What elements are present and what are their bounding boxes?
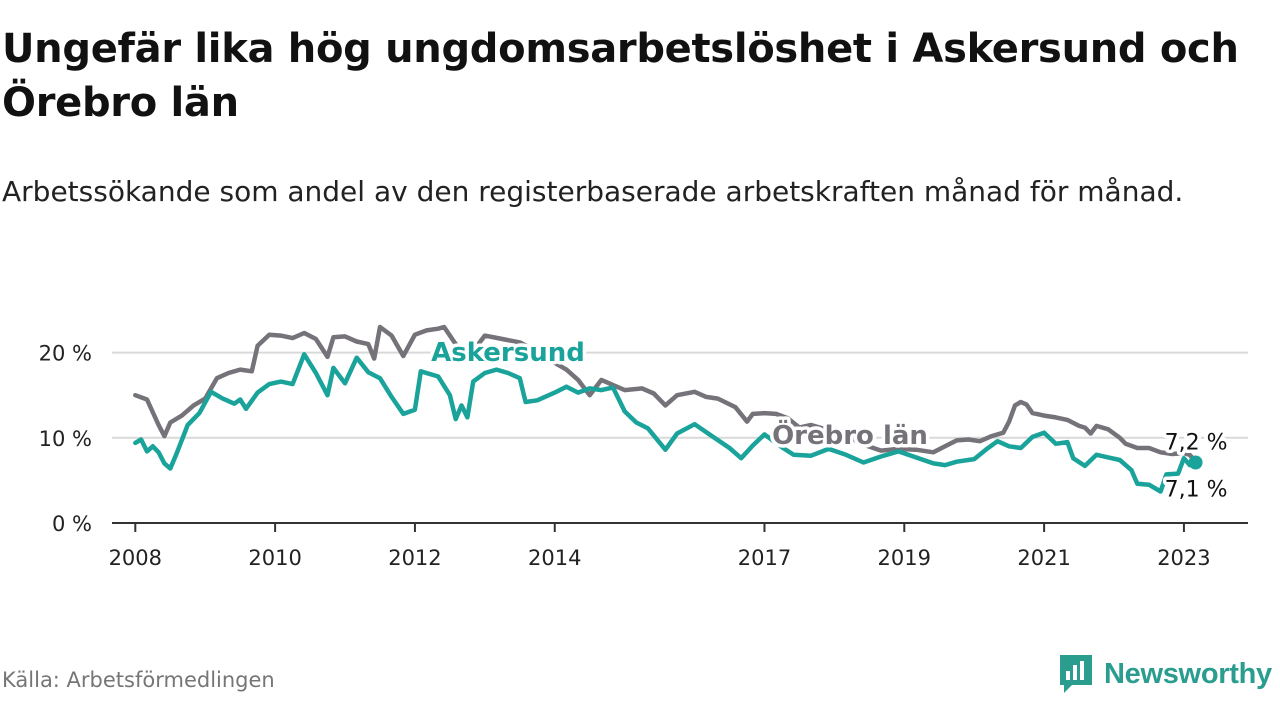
x-tick-label: 2023 <box>1157 546 1210 570</box>
askersund-end-value-label: 7,1 % <box>1165 478 1228 503</box>
newsworthy-logo-icon <box>1060 655 1092 693</box>
askersund-series-label: Askersund <box>431 338 585 368</box>
y-tick-label: 20 % <box>39 342 92 366</box>
x-axis: 2008 2010 2012 2014 2017 2019 2021 2023 <box>109 522 1248 570</box>
x-tick-label: 2010 <box>248 546 301 570</box>
x-tick-label: 2019 <box>878 546 931 570</box>
x-tick-label: 2012 <box>388 546 441 570</box>
orebro-line <box>133 324 1198 464</box>
orebro-end-value-label: 7,2 % <box>1165 431 1228 456</box>
series-lines <box>133 324 1203 494</box>
x-tick-label: 2008 <box>109 546 162 570</box>
askersund-end-marker <box>1188 455 1203 470</box>
chart-title: Ungefär lika hög ungdomsarbetslöshet i A… <box>2 26 1239 126</box>
chart-subtitle: Arbetssökande som andel av den registerb… <box>2 175 1184 208</box>
y-tick-label: 10 % <box>39 427 92 451</box>
brand-name: Newsworthy <box>1104 657 1272 690</box>
y-tick-label: 0 % <box>52 512 92 536</box>
askersund-line <box>133 352 1198 494</box>
gridlines <box>112 351 1248 439</box>
brand-logo[interactable]: Newsworthy <box>1058 653 1272 695</box>
x-tick-label: 2021 <box>1017 546 1070 570</box>
source-note: Källa: Arbetsförmedlingen <box>2 668 275 692</box>
x-tick-label: 2017 <box>738 546 791 570</box>
series-labels: Askersund Örebro län 7,2 % 7,1 % <box>428 335 1231 507</box>
line-chart: 0 % 10 % 20 % 2008 2010 2012 2014 2017 2019 2021… <box>39 324 1248 570</box>
y-axis: 0 % 10 % 20 % <box>39 342 92 536</box>
x-tick-label: 2014 <box>528 546 581 570</box>
orebro-series-label: Örebro län <box>772 418 928 451</box>
